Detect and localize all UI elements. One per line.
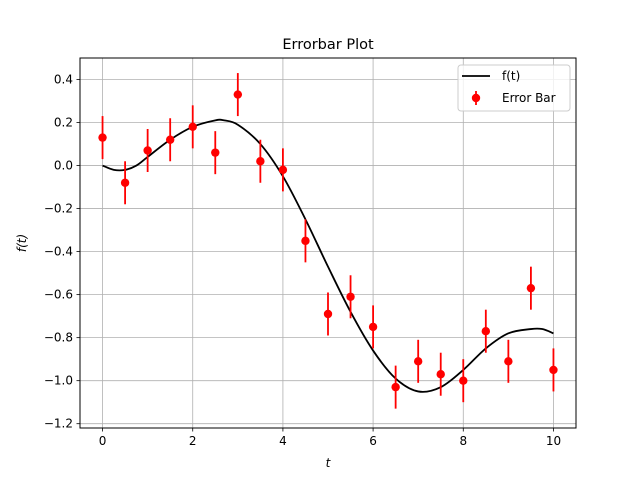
data-point [413,357,423,366]
data-point [368,322,378,332]
data-point [436,370,445,379]
x-tick-label: 2 [189,434,197,448]
data-point [301,236,310,246]
legend-label-line: f(t) [502,69,520,83]
x-tick-label: 0 [99,434,107,448]
x-tick-label: 10 [546,434,561,448]
data-point [391,382,400,392]
y-tick-label: −0.6 [44,288,73,302]
y-tick-label: 0.2 [54,116,73,130]
axes-frame [79,57,577,429]
data-point [143,146,152,155]
data-point [323,309,333,319]
data-point [346,292,355,301]
y-tick-label: −1.0 [44,374,73,388]
y-tick-label: 0.0 [54,159,73,173]
errorbar-layer [98,73,558,409]
y-axis-label: f(t) [15,234,29,252]
y-tick-label: 0.4 [54,73,73,87]
legend: f(t) Error Bar [457,64,571,112]
y-tick-label: −0.8 [44,331,73,345]
y-tick-label: −1.2 [44,417,73,431]
chart-title: Errorbar Plot [282,37,374,53]
x-tick-label: 6 [369,434,377,448]
data-point [481,326,491,336]
data-point [120,178,130,187]
data-point [165,135,175,144]
data-point [256,157,265,166]
ticks: 0 2 4 6 8 10 0.4 0.2 0.0 −0.2 −0.4 −0.6 −0.8 −1.0 −1.2 [44,73,561,448]
data-point [188,122,197,132]
legend-marker-swatch [471,93,481,103]
data-point [549,365,558,375]
y-tick-label: −0.4 [44,245,73,259]
data-point [504,357,513,366]
data-point [211,148,220,157]
x-axis-label: t [326,456,332,470]
legend-label-errorbar: Error Bar [502,91,556,105]
x-tick-label: 8 [459,434,467,448]
x-tick-label: 4 [279,434,287,448]
y-tick-label: −0.2 [44,202,73,216]
data-point [278,165,288,175]
data-point [233,90,243,99]
grid [80,58,576,428]
data-point [459,376,468,385]
data-point [98,133,107,142]
data-point [526,283,536,293]
